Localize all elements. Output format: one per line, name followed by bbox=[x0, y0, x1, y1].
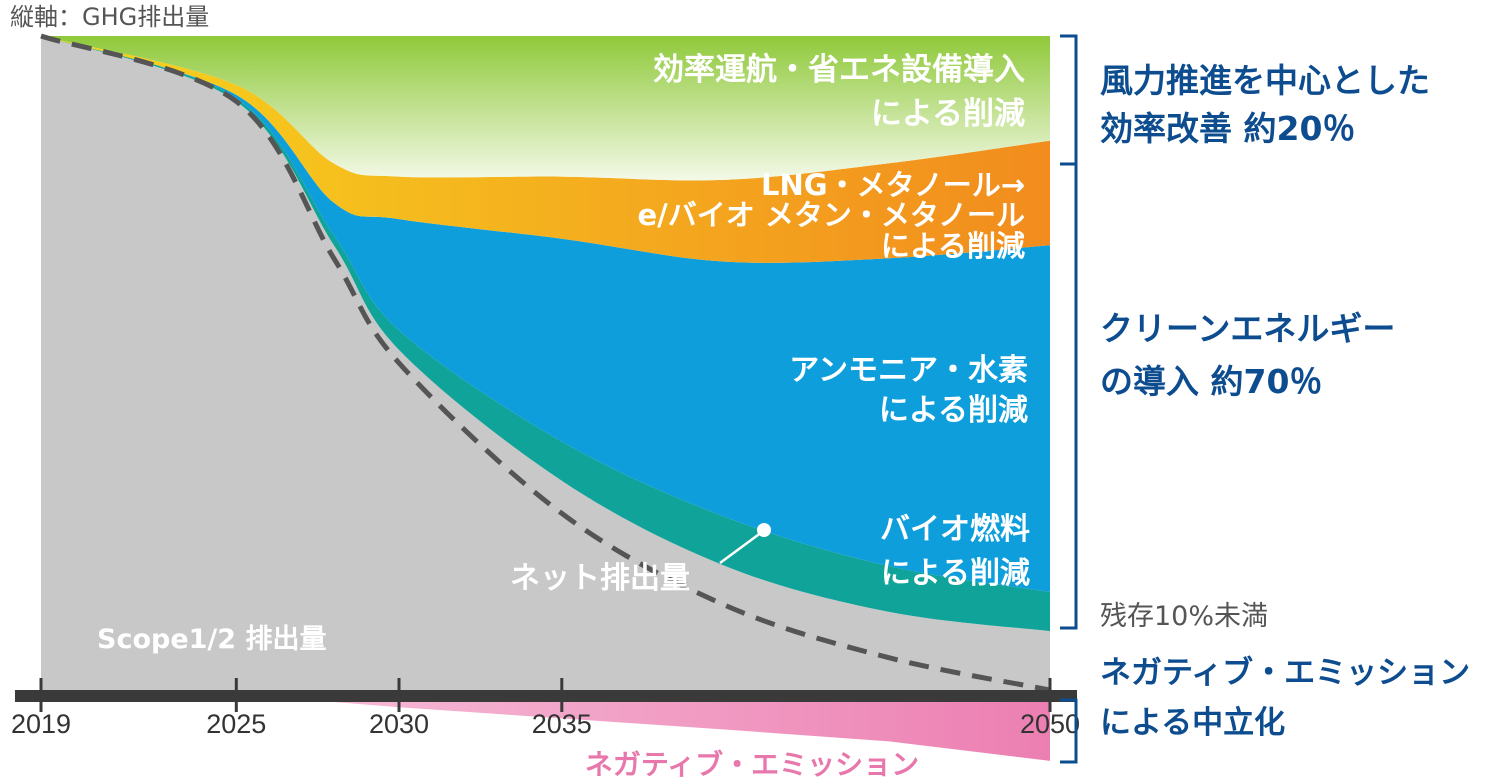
annotation-efficiency-line1: 風力推進を中心とした bbox=[1100, 61, 1430, 100]
label-biofuel-line1: バイオ燃料 bbox=[880, 512, 1030, 547]
label-lng-line1: LNG・メタノール→ bbox=[761, 168, 1025, 202]
net-emissions-line bbox=[40, 33, 1051, 693]
annotation-negative-line2: による中立化 bbox=[1100, 705, 1285, 741]
label-ammonia: アンモニア・水素 による削減 bbox=[789, 353, 1028, 428]
label-scope12: Scope1/2 排出量 bbox=[97, 624, 326, 655]
net-emissions-line-group bbox=[40, 33, 1051, 693]
bracket-efficiency bbox=[1060, 34, 1078, 166]
annotation-efficiency-line2: 効率改善 約20％ bbox=[1100, 109, 1355, 148]
annotation-residual: 残存10%未満 bbox=[1100, 601, 1268, 632]
x-tick-label: 2025 bbox=[206, 709, 266, 739]
x-tick-label: 2030 bbox=[369, 709, 429, 739]
label-efficiency-line2: による削減 bbox=[871, 96, 1025, 132]
x-tick-label: 2019 bbox=[11, 709, 71, 739]
net-label-marker bbox=[757, 523, 771, 537]
area-efficiency bbox=[41, 36, 1050, 181]
label-biofuel: バイオ燃料 による削減 bbox=[880, 512, 1030, 591]
x-tick-mark bbox=[234, 678, 238, 712]
y-axis-label: 縦軸：GHG排出量 bbox=[10, 3, 209, 31]
negative-emission-area bbox=[333, 702, 1050, 761]
x-tick-label: 2050 bbox=[1020, 709, 1080, 739]
x-axis-ticks: 2019 2025 2030 2035 2050 bbox=[11, 678, 1080, 739]
net-label-leader bbox=[719, 530, 763, 565]
label-net-emissions: ネット排出量 bbox=[510, 561, 690, 596]
bracket-clean-energy bbox=[1060, 164, 1078, 630]
area-ammonia-hydrogen bbox=[41, 36, 1050, 592]
area-lng-methanol bbox=[41, 36, 1050, 263]
label-efficiency-line1: 効率運航・省エネ設備導入 bbox=[653, 52, 1025, 88]
label-lng-line3: による削減 bbox=[881, 229, 1025, 263]
label-lng: LNG・メタノール→ e/バイオ メタン・メタノール による削減 bbox=[638, 168, 1026, 263]
label-ammonia-line1: アンモニア・水素 bbox=[789, 353, 1028, 388]
label-lng-line2: e/バイオ メタン・メタノール bbox=[638, 198, 1026, 232]
annotation-clean-line2: の導入 約70％ bbox=[1100, 362, 1322, 401]
x-tick-label: 2035 bbox=[532, 709, 592, 739]
bracket-negative bbox=[1060, 698, 1078, 764]
stacked-areas bbox=[41, 36, 1050, 690]
x-tick-mark bbox=[1048, 678, 1052, 712]
area-scope12 bbox=[41, 36, 1050, 690]
negative-emission-wedge bbox=[333, 702, 1050, 761]
annotation-clean-line1: クリーンエネルギー bbox=[1100, 309, 1395, 348]
label-biofuel-line2: による削減 bbox=[881, 556, 1030, 591]
label-negative-emissions: ネガティブ・エミッション bbox=[585, 748, 919, 781]
x-tick-mark bbox=[397, 678, 401, 712]
label-ammonia-line2: による削減 bbox=[879, 393, 1028, 428]
x-axis-line bbox=[15, 690, 1077, 702]
label-efficiency: 効率運航・省エネ設備導入 による削減 bbox=[653, 52, 1025, 132]
x-tick-mark bbox=[560, 678, 564, 712]
right-brackets bbox=[1060, 34, 1078, 764]
annotation-negative-line1: ネガティブ・エミッション bbox=[1100, 655, 1470, 691]
x-tick-mark bbox=[39, 678, 43, 712]
